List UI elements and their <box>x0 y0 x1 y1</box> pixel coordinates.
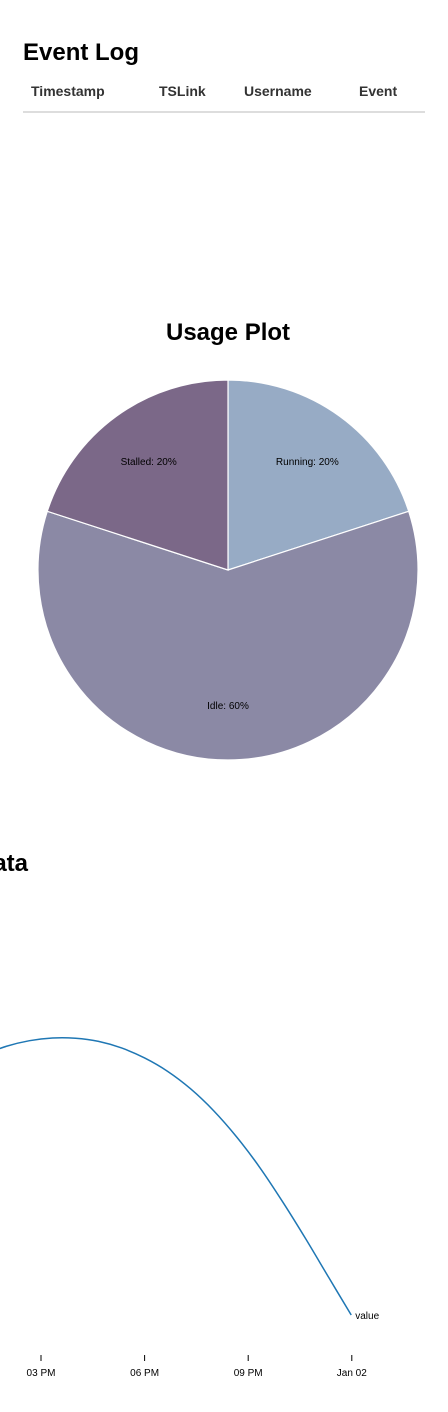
table-header-row: Timestamp TSLink Username Event <box>23 83 425 113</box>
column-header-event[interactable]: Event <box>359 83 425 113</box>
event-log-section: Event Log Timestamp TSLink Username Even… <box>23 38 425 113</box>
pie-label-stalled: Stalled: 20% <box>121 457 177 468</box>
column-header-username[interactable]: Username <box>244 83 359 113</box>
usage-plot-title: Usage Plot <box>165 319 291 346</box>
column-header-tslink[interactable]: TSLink <box>159 83 244 113</box>
pie-slice-idle[interactable] <box>37 510 419 761</box>
x-tick-label: 09 PM <box>234 1368 263 1379</box>
series-label-value: value <box>355 1311 379 1322</box>
x-tick-label: Jan 02 <box>337 1368 367 1379</box>
pie-slice-stalled[interactable] <box>46 379 229 571</box>
pie-slice-running[interactable] <box>227 379 410 571</box>
data-line-chart: 03 PM 06 PM 09 PM Jan 02 value <box>0 1036 380 1379</box>
pie-label-running: Running: 20% <box>276 457 339 468</box>
x-tick-label: 03 PM <box>27 1368 56 1379</box>
event-log-table: Timestamp TSLink Username Event <box>23 83 425 113</box>
pie-label-idle: Idle: 60% <box>207 701 249 712</box>
x-axis: 03 PM 06 PM 09 PM Jan 02 <box>27 1355 367 1379</box>
series-line-value[interactable] <box>0 1036 352 1316</box>
usage-pie-chart: Running: 20% Idle: 60% Stalled: 20% <box>37 379 419 761</box>
data-chart-title: Data <box>0 850 29 877</box>
event-log-title: Event Log <box>23 39 140 66</box>
x-tick-label: 06 PM <box>130 1368 159 1379</box>
column-header-timestamp[interactable]: Timestamp <box>23 83 159 113</box>
